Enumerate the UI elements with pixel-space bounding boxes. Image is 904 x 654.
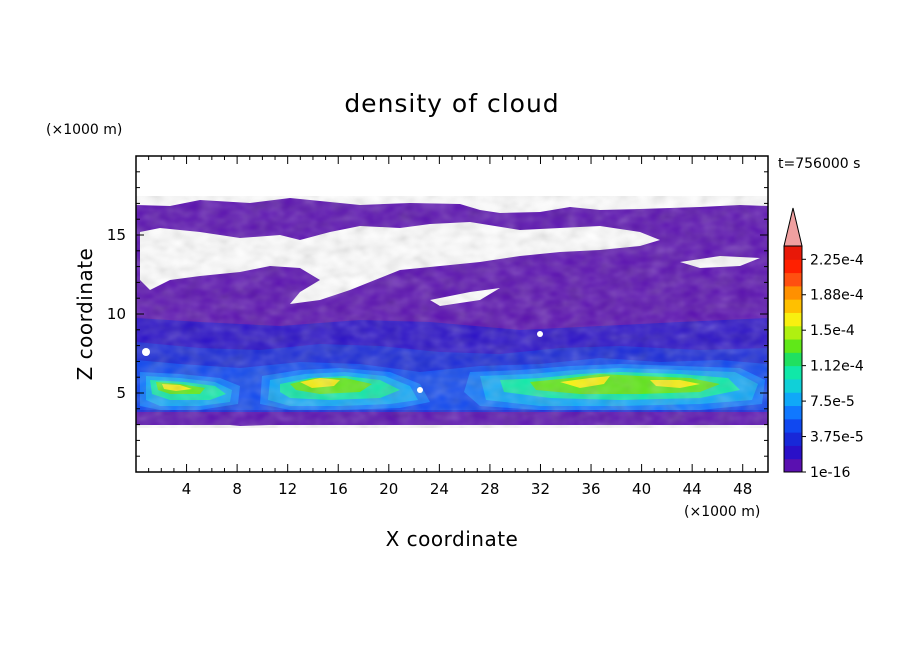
colorbar-extend-arrow [783,207,803,247]
colorbar-swatch [784,352,802,367]
chart-title: density of cloud [344,89,559,118]
colorbar-label: 3.75e-5 [810,430,864,446]
colorbar-swatch [784,458,802,473]
x-tick-label: 36 [581,480,600,498]
colorbar-swatch [784,378,802,393]
colorbar-swatch [784,339,802,353]
y-unit-label: (×1000 m) [46,122,122,138]
y-tick-label: 15 [107,226,126,244]
y-axis: 5 10 15 [107,171,768,457]
colorbar-label: 1.88e-4 [810,288,864,304]
colorbar-swatch [784,272,802,287]
colorbar-swatch [784,418,802,433]
colorbar-swatch [784,259,802,274]
colorbar-swatch [784,432,802,446]
y-tick-label: 5 [116,384,126,402]
colorbar-swatch [784,405,802,420]
colorbar-label: 2.25e-4 [810,252,864,268]
x-axis: 4 8 12 16 20 24 28 32 36 40 44 48 [148,156,756,498]
colorbar-frame [783,245,803,473]
x-tick-label: 44 [683,480,702,498]
x-tick-label: 28 [480,480,499,498]
colorbar-swatch [784,392,802,407]
x-tick-label: 16 [329,480,348,498]
colorbar-swatch [784,285,802,300]
x-tick-label: 48 [733,480,752,498]
time-label: t=756000 s [778,156,860,172]
colorbar-swatch [784,312,802,327]
x-tick-label: 32 [531,480,550,498]
colorbar-swatch [784,325,802,340]
x-axis-title: X coordinate [386,527,519,551]
colorbar-label: 1e-16 [810,465,850,481]
colorbar-swatch [784,365,802,380]
x-tick-label: 24 [430,480,449,498]
colorbar-label: 1.12e-4 [810,359,864,375]
plot-area [136,156,768,472]
colorbar-swatch [784,299,802,313]
x-tick-label: 12 [278,480,297,498]
colorbar-swatch [784,246,802,260]
x-unit-label: (×1000 m) [684,504,760,520]
colorbar-swatch [784,445,802,460]
x-tick-label: 40 [632,480,651,498]
colorbar-label: 1.5e-4 [810,323,855,339]
x-tick-label: 20 [379,480,398,498]
x-tick-label: 8 [232,480,242,498]
y-tick-label: 10 [107,305,126,323]
colorbar: 1e-16 3.75e-5 7.5e-5 1.12e-4 1.5e-4 1.88e-4 2.… [783,207,864,481]
colorbar-label: 7.5e-5 [810,394,855,410]
y-axis-title: Z coordinate [73,248,97,381]
x-tick-label: 4 [182,480,192,498]
